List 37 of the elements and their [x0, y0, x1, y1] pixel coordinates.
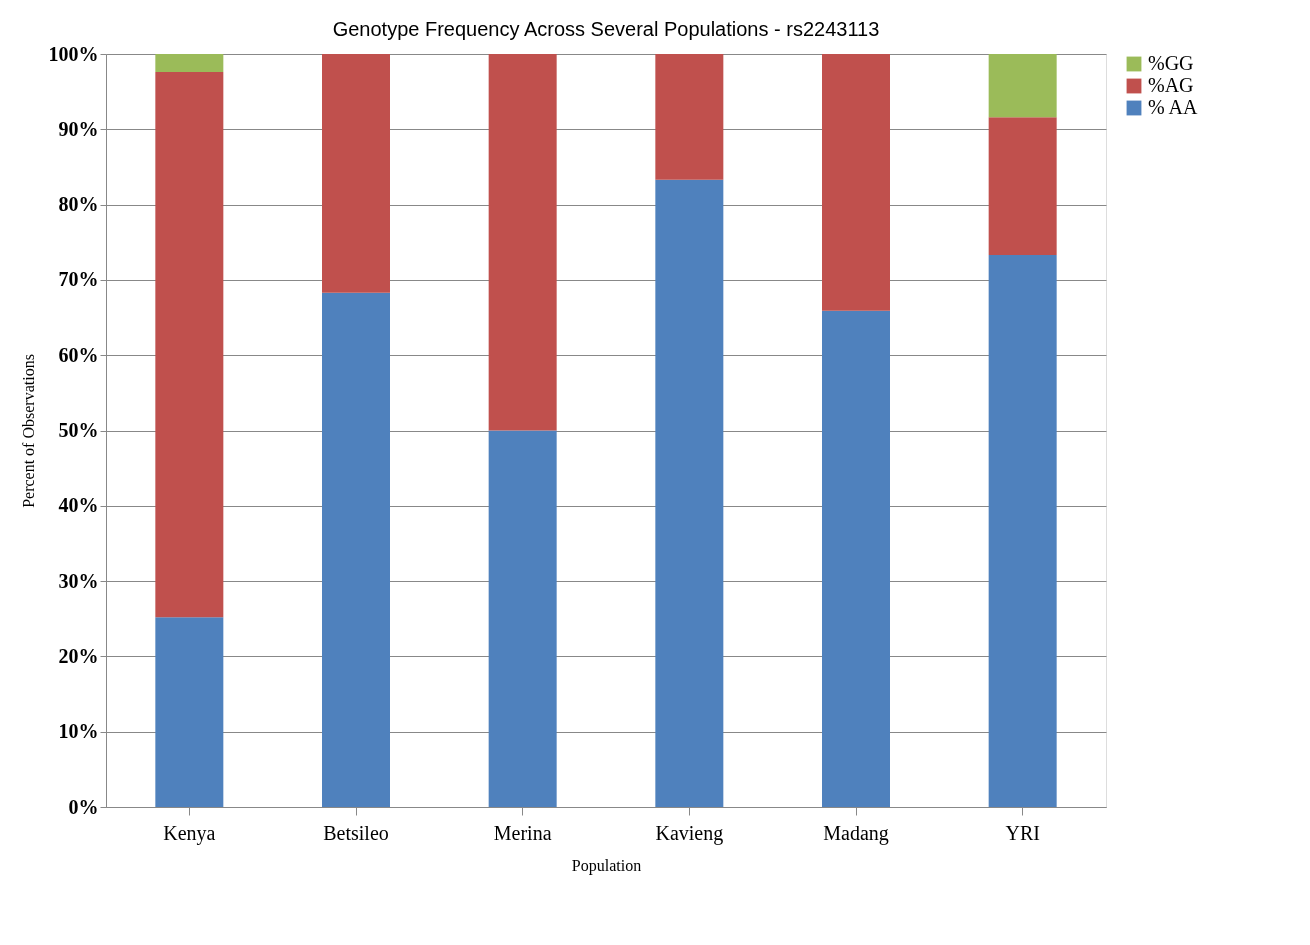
legend-label: %GG — [1148, 52, 1194, 74]
y-tick-label: 30% — [58, 569, 99, 592]
bar — [655, 54, 724, 180]
x-tick-label: Kenya — [163, 821, 216, 845]
y-tick-label: 70% — [58, 268, 99, 291]
y-tick-label: 90% — [58, 117, 99, 140]
bar — [655, 179, 724, 807]
bar — [488, 54, 557, 431]
y-tick-label: 20% — [58, 644, 99, 667]
y-tick-label: 100% — [48, 42, 99, 65]
y-tick-label: 50% — [58, 419, 99, 441]
y-tick-label: 0% — [68, 795, 99, 818]
y-axis-title: Percent of Observations — [19, 354, 37, 508]
bar — [822, 310, 890, 807]
bar — [488, 430, 557, 807]
x-tick-label: Madang — [823, 821, 889, 845]
y-tick-label: 10% — [58, 720, 99, 743]
x-tick-label: Betsileo — [323, 821, 389, 844]
bar — [322, 54, 390, 293]
bar — [155, 54, 224, 73]
bar — [155, 72, 224, 618]
x-axis-title: Population — [571, 856, 642, 875]
bar — [322, 292, 390, 807]
bar — [988, 255, 1057, 807]
y-tick-label: 60% — [58, 343, 99, 366]
bar — [988, 54, 1057, 118]
y-tick-label: 40% — [58, 494, 99, 517]
y-tick-label: 80% — [58, 193, 99, 216]
legend-label: %AG — [1148, 74, 1194, 96]
chart-title: Genotype Frequency Across Several Populations - rs2243113 — [332, 18, 880, 40]
bar — [988, 117, 1057, 256]
bar — [822, 54, 890, 311]
x-tick-label: Merina — [493, 821, 552, 844]
x-tick-label: YRI — [1005, 821, 1040, 844]
x-tick-label: Kavieng — [655, 821, 724, 845]
bar — [155, 617, 224, 807]
legend-label: % AA — [1148, 96, 1198, 118]
